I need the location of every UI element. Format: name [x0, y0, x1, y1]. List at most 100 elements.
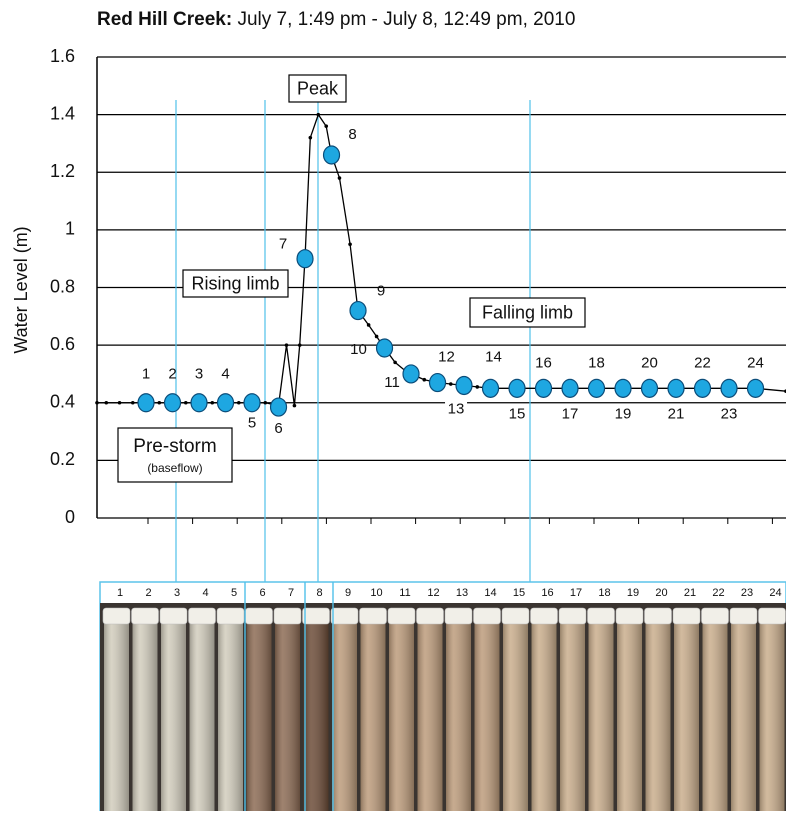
sample-label: 16: [535, 354, 552, 371]
trace-point: [348, 242, 352, 246]
trace-point: [298, 343, 302, 347]
vial-cap: [474, 608, 501, 624]
sample-point: [589, 379, 605, 397]
trace-point: [118, 401, 122, 405]
photo-sample-label: 24: [769, 587, 781, 599]
y-tick-label: 0.6: [50, 334, 75, 354]
trace-point: [367, 323, 371, 327]
sample-label: 22: [694, 354, 711, 371]
photo-sample-label: 15: [513, 587, 525, 599]
sample-label: 5: [248, 415, 256, 432]
sample-point: [218, 394, 234, 412]
photo-sample-label: 17: [570, 587, 582, 599]
sample-label: 17: [562, 405, 579, 422]
sample-label: 15: [509, 405, 526, 422]
annotation-label: Falling limb: [482, 302, 573, 322]
photo-sample-label: 3: [174, 587, 180, 599]
vial-shade: [760, 620, 785, 811]
sample-point: [244, 394, 260, 412]
photo-sample-label: 7: [288, 587, 294, 599]
vial-cap: [103, 608, 130, 624]
sample-point: [509, 379, 525, 397]
photo-sample-label: 14: [484, 587, 496, 599]
vial-cap: [502, 608, 529, 624]
trace-point: [104, 401, 108, 405]
annotation-label: Rising limb: [191, 273, 279, 293]
vial-shade: [617, 620, 642, 811]
vial-cap: [417, 608, 444, 624]
vial-cap: [531, 608, 558, 624]
annotation-label: Pre-storm: [133, 436, 216, 457]
trace-point: [184, 401, 188, 405]
sample-point: [536, 379, 552, 397]
sample-label: 2: [168, 366, 176, 383]
trace-point: [293, 404, 297, 408]
sample-label: 20: [641, 354, 658, 371]
sample-label: 1: [142, 366, 150, 383]
photo-sample-label: 21: [684, 587, 696, 599]
sample-point: [191, 394, 207, 412]
chart: Red Hill Creek: July 7, 1:49 pm - July 8…: [0, 0, 786, 811]
vial-cap: [217, 608, 244, 624]
photo-sample-label: 2: [145, 587, 151, 599]
trace-point: [338, 176, 342, 180]
sample-label: 11: [384, 374, 400, 391]
sample-label: 8: [348, 126, 356, 143]
trace-point: [285, 343, 289, 347]
sample-point: [324, 146, 340, 164]
y-tick-label: 1.6: [50, 46, 75, 66]
sample-point: [138, 394, 154, 412]
sample-point: [483, 379, 499, 397]
title: Red Hill Creek:: [97, 9, 232, 30]
y-tick-label: 0: [65, 507, 75, 527]
y-tick-label: 0.8: [50, 276, 75, 296]
vial-shade: [503, 620, 528, 811]
vial-cap: [189, 608, 216, 624]
sample-label: 18: [588, 354, 605, 371]
vial-cap: [673, 608, 700, 624]
sample-label: 13: [448, 400, 465, 417]
vial-shade: [703, 620, 728, 811]
photo-sample-label: 12: [427, 587, 439, 599]
sample-point: [456, 376, 472, 394]
vial-cap: [445, 608, 472, 624]
photo-sample-label: 11: [399, 587, 410, 599]
y-tick-label: 0.4: [50, 392, 75, 412]
trace-point: [210, 401, 214, 405]
sample-point: [562, 379, 578, 397]
vial-cap: [702, 608, 729, 624]
vial-shade: [418, 620, 443, 811]
chart-title: Red Hill Creek: July 7, 1:49 pm - July 8…: [97, 9, 575, 30]
vial-shade: [389, 620, 414, 811]
vial-shade: [446, 620, 471, 811]
trace-point: [316, 113, 320, 117]
vial-cap: [303, 608, 330, 624]
photo-sample-label: 18: [598, 587, 610, 599]
photo-sample-label: 19: [627, 587, 639, 599]
trace-point: [309, 136, 313, 140]
sample-point: [721, 379, 737, 397]
photo-sample-label: 6: [259, 587, 265, 599]
photo-sample-label: 1: [117, 587, 123, 599]
y-tick-label: 1.2: [50, 161, 75, 181]
y-tick-label: 1: [65, 219, 75, 239]
vial-shade: [190, 620, 215, 811]
trace-point: [263, 401, 267, 405]
vial-shade: [731, 620, 756, 811]
sample-label: 9: [377, 283, 385, 300]
vial-shade: [589, 620, 614, 811]
vial-shade: [247, 620, 272, 811]
subtitle: July 7, 1:49 pm - July 8, 12:49 pm, 2010: [237, 9, 575, 30]
vial-shade: [361, 620, 386, 811]
sample-point: [615, 379, 631, 397]
sample-point: [297, 250, 313, 268]
sample-label: 4: [221, 366, 229, 383]
trace-point: [324, 124, 328, 128]
sample-point: [430, 374, 446, 392]
sample-label: 12: [438, 349, 455, 366]
photo-sample-label: 9: [345, 587, 351, 599]
vial-cap: [331, 608, 358, 624]
vial-cap: [645, 608, 672, 624]
vial-shade: [674, 620, 699, 811]
